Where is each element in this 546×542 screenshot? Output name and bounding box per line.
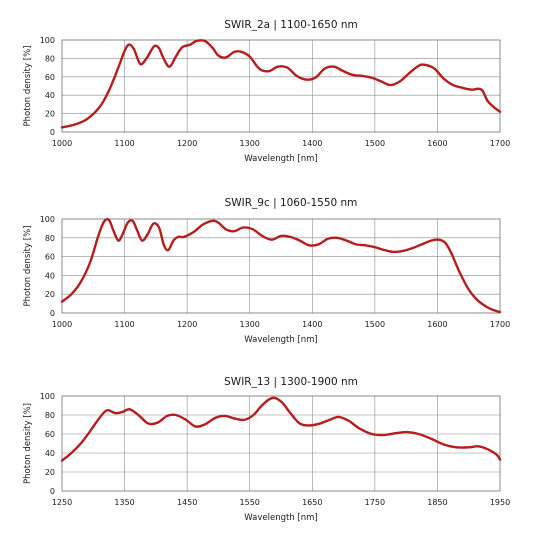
y-tick-label: 80 (45, 54, 55, 63)
plot-frame (61, 39, 501, 133)
x-axis-label: Wavelength [nm] (244, 154, 317, 164)
x-tick-label: 1000 (52, 320, 72, 329)
x-tick-label: 1300 (240, 320, 260, 329)
x-tick-label: 1500 (365, 139, 385, 148)
x-tick-label: 1750 (365, 498, 385, 507)
x-tick-label: 1200 (177, 139, 197, 148)
y-tick-label: 0 (50, 487, 55, 496)
y-tick-label: 100 (40, 36, 55, 45)
x-tick-label: 1700 (490, 139, 510, 148)
y-tick-label: 60 (45, 430, 55, 439)
x-tick-label: 1650 (302, 498, 322, 507)
plot-frame (61, 218, 501, 314)
x-tick-label: 1350 (114, 498, 134, 507)
y-tick-label: 80 (45, 234, 55, 243)
chart-title: SWIR_13 | 1300-1900 nm (224, 376, 358, 388)
x-tick-label: 1000 (52, 139, 72, 148)
y-axis-label: Photon density [%] (23, 403, 33, 484)
x-tick-label: 1200 (177, 320, 197, 329)
x-axis-label: Wavelength [nm] (244, 335, 317, 345)
x-tick-label: 1550 (240, 498, 260, 507)
chart-1: 1000 1100 1200 1300 1400 1500 1600 1700 0 20 40 60 8… (23, 19, 510, 164)
y-tick-label: 20 (45, 468, 55, 477)
y-tick-label: 40 (45, 91, 55, 100)
x-tick-label: 1100 (114, 320, 134, 329)
x-tick-label: 1600 (427, 139, 447, 148)
y-tick-label: 0 (50, 128, 55, 137)
x-tick-label: 1100 (114, 139, 134, 148)
x-tick-label: 1600 (427, 320, 447, 329)
y-tick-label: 20 (45, 110, 55, 119)
chart-2: 1000 1100 1200 1300 1400 1500 1600 1700 0 20 40 60 8… (23, 197, 510, 345)
y-tick-label: 80 (45, 411, 55, 420)
spectrum-curve (60, 396, 502, 462)
x-tick-label: 1700 (490, 320, 510, 329)
y-axis-label: Photon density [%] (23, 226, 33, 307)
y-tick-label: 0 (50, 309, 55, 318)
x-tick-label: 1450 (177, 498, 197, 507)
y-tick-label: 100 (40, 392, 55, 401)
plot-frame (61, 395, 501, 492)
x-tick-label: 1950 (490, 498, 510, 507)
y-tick-label: 100 (40, 215, 55, 224)
x-tick-label: 1500 (365, 320, 385, 329)
y-tick-label: 40 (45, 271, 55, 280)
spectrum-curve (60, 39, 502, 129)
y-axis-label: Photon density [%] (23, 46, 33, 127)
chart-title: SWIR_2a | 1100-1650 nm (224, 19, 357, 31)
x-tick-label: 1850 (427, 498, 447, 507)
x-tick-label: 1250 (52, 498, 72, 507)
y-tick-label: 60 (45, 253, 55, 262)
chart-title: SWIR_9c | 1060-1550 nm (225, 197, 358, 209)
x-tick-label: 1400 (302, 139, 322, 148)
y-tick-label: 20 (45, 290, 55, 299)
y-tick-label: 60 (45, 73, 55, 82)
x-tick-label: 1400 (302, 320, 322, 329)
x-tick-label: 1300 (240, 139, 260, 148)
y-tick-label: 40 (45, 449, 55, 458)
chart-3: 1250 1350 1450 1550 1650 1750 1850 1950 0 20 40 60 8… (23, 376, 510, 523)
spectrum-curve (60, 218, 502, 314)
x-axis-label: Wavelength [nm] (244, 513, 317, 523)
